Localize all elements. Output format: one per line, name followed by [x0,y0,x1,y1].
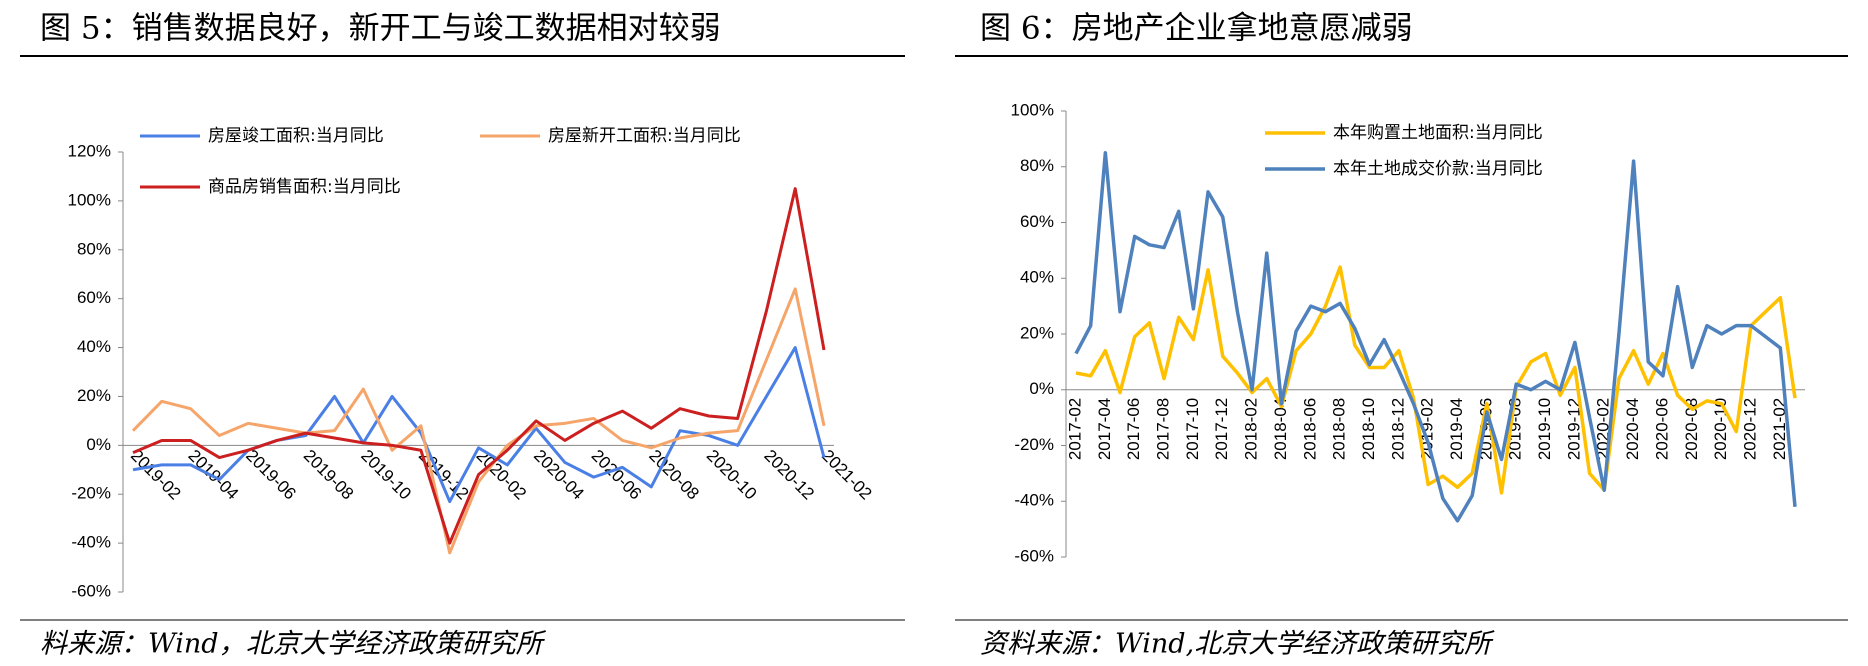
x-tick-label: 2017-08 [1154,398,1173,460]
source-note: 料来源：Wind，北京大学经济政策研究所 [40,629,547,660]
x-tick-label: 2020-10 [703,446,761,504]
y-tick-label: 100% [68,190,111,209]
x-tick-label: 2018-08 [1330,398,1349,460]
legend-label: 房屋竣工面积:当月同比 [208,126,384,146]
x-tick-label: 2018-04 [1271,398,1290,460]
y-tick-label: -40% [1014,491,1054,510]
x-tick-label: 2019-08 [300,446,358,504]
y-tick-label: 80% [1020,156,1054,175]
legend-label: 商品房销售面积:当月同比 [208,177,401,197]
x-tick-label: 2021-02 [818,446,876,504]
series-line [132,187,826,545]
y-tick-label: -60% [1014,546,1054,565]
x-tick-label: 2019-02 [127,446,185,504]
x-tick-label: 2019-06 [242,446,300,504]
x-tick-label: 2017-10 [1183,398,1202,460]
source-note: 资料来源：Wind,北京大学经济政策研究所 [980,629,1495,660]
y-tick-label: 0% [1029,379,1054,398]
legend-label: 本年购置土地面积:当月同比 [1333,123,1543,143]
x-tick-label: 2020-10 [1711,398,1730,460]
chart-title: 图 5：销售数据良好，新开工与竣工数据相对较弱 [40,11,721,47]
y-tick-label: 40% [77,337,111,356]
x-tick-label: 2017-02 [1065,398,1084,460]
y-tick-label: -60% [71,581,111,600]
legend-label: 本年土地成交价款:当月同比 [1333,159,1543,179]
y-tick-label: -20% [1014,435,1054,454]
y-tick-label: 60% [77,288,111,307]
x-tick-label: 2018-02 [1242,398,1261,460]
x-tick-label: 2019-10 [357,446,415,504]
x-tick-label: 2020-08 [645,446,703,504]
x-tick-label: 2020-04 [1623,398,1642,460]
legend-box [1240,112,1640,192]
x-tick-label: 2020-12 [760,446,818,504]
x-tick-label: 2017-06 [1124,398,1143,460]
x-tick-label: 2017-12 [1212,398,1231,460]
x-tick-label: 2020-12 [1740,398,1759,460]
x-tick-label: 2020-06 [1652,398,1671,460]
x-tick-label: 2021-02 [1770,398,1789,460]
y-tick-label: -40% [71,533,111,552]
y-tick-label: 60% [1020,212,1054,231]
y-tick-label: 120% [68,141,111,160]
series-line [1075,265,1797,495]
series-line [131,287,826,555]
y-tick-label: 40% [1020,268,1054,287]
y-tick-label: 20% [1020,323,1054,342]
x-tick-label: 2017-04 [1095,398,1114,460]
x-tick-label: 2020-08 [1682,398,1701,460]
y-tick-label: 80% [77,239,111,258]
series-line [1074,151,1797,523]
x-tick-label: 2018-06 [1300,398,1319,460]
y-tick-label: 20% [77,386,111,405]
x-tick-label: 2018-12 [1388,398,1407,460]
y-tick-label: 0% [86,435,111,454]
x-tick-label: 2019-10 [1535,398,1554,460]
x-tick-label: 2019-12 [1564,398,1583,460]
y-tick-label: -20% [71,484,111,503]
y-tick-label: 100% [1011,100,1054,119]
x-tick-label: 2018-10 [1359,398,1378,460]
x-tick-label: 2019-04 [1447,398,1466,460]
chart-title: 图 6：房地产企业拿地意愿减弱 [980,11,1413,47]
legend-label: 房屋新开工面积:当月同比 [548,126,741,146]
